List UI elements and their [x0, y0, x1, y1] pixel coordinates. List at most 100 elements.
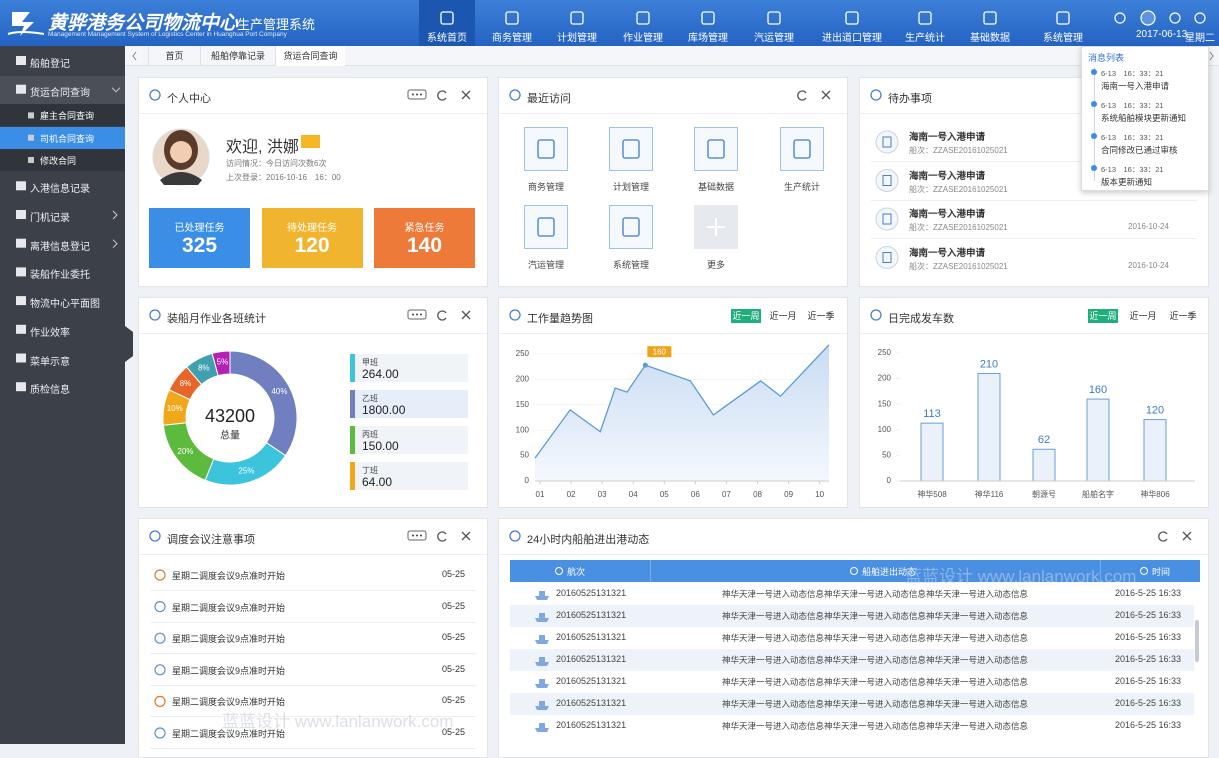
time: 2016-5-25 16:33: [1115, 698, 1182, 708]
tab[interactable]: 首页: [148, 46, 200, 66]
nav-item[interactable]: 基础数据: [962, 0, 1018, 46]
separator: [150, 684, 476, 686]
shortcut-label: 系统管理: [612, 260, 649, 270]
popup-dot: [1091, 165, 1097, 171]
separator: [150, 716, 476, 718]
tab-bar: 首页 船舶停靠记录 货运合同查询: [125, 46, 1219, 66]
column-divider: [650, 560, 651, 582]
welcome: 欢迎, 洪娜: [226, 139, 299, 156]
range-button[interactable]: 近一季: [807, 311, 835, 321]
stat-card: 待处理任务 120: [261, 208, 363, 268]
shortcut[interactable]: [780, 127, 824, 171]
meeting-text: 星期二调度会议9点准时开始: [172, 729, 286, 739]
shortcut[interactable]: [609, 127, 653, 171]
menu-item[interactable]: 作业效率: [0, 316, 125, 344]
menu-item[interactable]: 入港信息记录: [0, 172, 125, 200]
nav-label: 基础数据: [970, 33, 1010, 44]
nav-label: 系统首页: [427, 33, 467, 44]
nav-item[interactable]: 库场管理: [680, 0, 736, 46]
status: 神华天津一号进入动态信息神华天津一号进入动态信息神华天津一号进入动态信息: [721, 721, 1028, 731]
todo-sub: 船次：ZZASE20161025021: [909, 184, 1008, 194]
panel-title: 最近访问: [527, 93, 571, 105]
range-button[interactable]: 近一季: [1169, 311, 1197, 321]
menu-label: 船舶登记: [30, 59, 70, 70]
watermark: 蓝蓝设计 www.lanlanwork.com: [905, 567, 1137, 586]
tab[interactable]: 船舶停靠记录: [200, 46, 275, 66]
panel: 日完成发车数: [859, 297, 1209, 508]
menu-item[interactable]: 物流中心平面图: [0, 287, 125, 315]
separator: [150, 653, 476, 655]
meeting-date: 05-25: [442, 600, 466, 611]
legend-value: 264.00: [362, 367, 399, 381]
time: 2016-5-25 16:33: [1115, 720, 1182, 730]
range-button[interactable]: 近一月: [769, 311, 797, 321]
todo-date: 2016-10-24: [1128, 260, 1169, 270]
panel: 工作量趋势图: [498, 297, 848, 508]
separator: [871, 161, 1197, 162]
panel-title: 工作量趋势图: [527, 313, 593, 325]
watermark: 蓝蓝设计 www.lanlanwork.com: [222, 712, 454, 731]
panel: 最近访问: [498, 77, 848, 287]
legend-box: [350, 390, 468, 418]
menu-label: 装船作业委托: [30, 270, 90, 282]
submenu-item[interactable]: 雇主合同查询: [0, 104, 125, 127]
voyage: 20160525131321: [556, 698, 627, 708]
nav-label: 汽运管理: [754, 33, 794, 44]
meeting-text: 星期二调度会议9点准时开始: [172, 697, 286, 708]
menu-item[interactable]: 装船作业委托: [0, 258, 125, 286]
column-divider: [1100, 560, 1101, 582]
nav-item[interactable]: 作业管理: [615, 0, 671, 46]
legend-box: [350, 462, 468, 490]
submenu-item[interactable]: 修改合同: [0, 149, 125, 171]
submenu-item[interactable]: 司机合同查询: [0, 126, 125, 149]
menu-label: 门机记录: [30, 213, 70, 224]
range-button[interactable]: 近一月: [1129, 311, 1157, 321]
english-title: Management Management System of Logistic…: [48, 31, 287, 38]
shortcut[interactable]: [524, 205, 568, 249]
nav-item[interactable]: 进出道口管理: [814, 0, 890, 46]
legend-name: 丁班: [362, 466, 378, 475]
menu-item[interactable]: 质检信息: [0, 373, 125, 401]
date: 2017-06-13: [1136, 29, 1188, 40]
shortcut[interactable]: [524, 127, 568, 171]
panel-header: [139, 519, 487, 555]
voyage: 20160525131321: [556, 610, 627, 620]
time: 2016-5-25 16:33: [1115, 654, 1182, 664]
shortcut-label: 计划管理: [612, 182, 649, 192]
stat-value: 120: [294, 234, 330, 257]
sidebar: 船舶登记 货运合同查询 雇主合同查询 司机合同查询 修改合同 入港信息记录 门机记录 离港信息…: [0, 46, 125, 744]
menu-item[interactable]: 船舶登记: [0, 47, 125, 75]
nav-item[interactable]: 生产统计: [897, 0, 953, 46]
time: 2016-5-25 16:33: [1115, 632, 1182, 642]
tab[interactable]: 货运合同查询: [275, 46, 345, 66]
range-button[interactable]: 近一周: [1088, 309, 1118, 323]
voyage: 20160525131321: [556, 632, 627, 642]
status: 神华天津一号进入动态信息神华天津一号进入动态信息神华天津一号进入动态信息: [721, 699, 1028, 709]
status: 神华天津一号进入动态信息神华天津一号进入动态信息神华天津一号进入动态信息: [721, 677, 1028, 687]
shortcut[interactable]: [609, 205, 653, 249]
meeting-date: 05-25: [442, 695, 466, 706]
shortcut[interactable]: [694, 205, 738, 249]
nav-item[interactable]: 商务管理: [484, 0, 540, 46]
message-popup: 消息列表 6-13 16：33：21 海南一号入港申请 6-13 16：33：21 系统…: [1081, 46, 1209, 191]
table-row: [510, 693, 1194, 715]
menu-item[interactable]: 门机记录: [0, 201, 125, 229]
nav-item[interactable]: 计划管理: [549, 0, 605, 46]
visits: 访问情况：今日访问次数6次: [226, 159, 327, 168]
popup-text: 版本更新通知: [1101, 177, 1153, 187]
menu-item[interactable]: 离港信息登记: [0, 230, 125, 258]
nav-label: 商务管理: [492, 33, 532, 44]
shortcut[interactable]: [694, 127, 738, 171]
status: 神华天津一号进入动态信息神华天津一号进入动态信息神华天津一号进入动态信息: [721, 589, 1028, 599]
shortcut-label: 汽运管理: [527, 260, 564, 270]
table-row: [510, 583, 1194, 605]
popup-time: 6-13 16：33：21: [1101, 165, 1164, 174]
menu-label: 菜单示意: [30, 356, 70, 368]
range-button[interactable]: 近一周: [731, 309, 761, 323]
separator: [150, 590, 476, 591]
nav-item[interactable]: 汽运管理: [746, 0, 802, 46]
popup-time: 6-13 16：33：21: [1101, 133, 1164, 142]
nav-item[interactable]: 系统管理: [1035, 0, 1091, 46]
menu-item[interactable]: 菜单示意: [0, 345, 125, 373]
nav-label: 生产统计: [905, 33, 945, 44]
